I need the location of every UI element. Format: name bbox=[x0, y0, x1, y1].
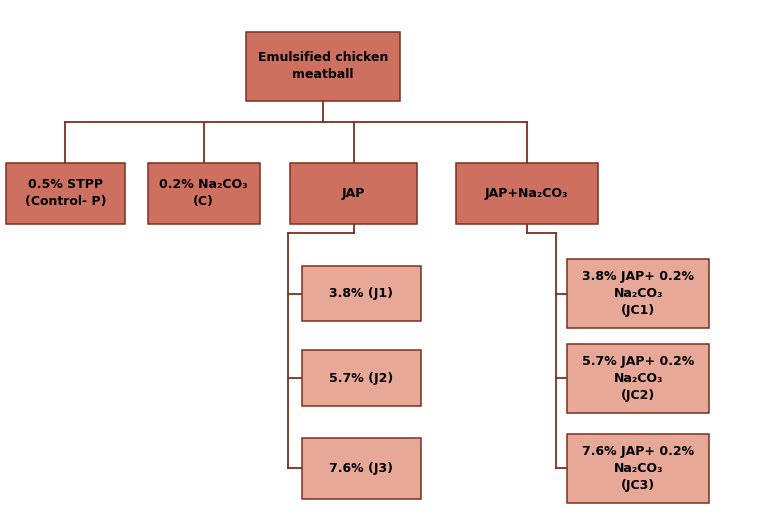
Text: 0.5% STPP
(Control- P): 0.5% STPP (Control- P) bbox=[25, 178, 106, 208]
FancyBboxPatch shape bbox=[148, 163, 260, 223]
FancyBboxPatch shape bbox=[455, 163, 598, 223]
FancyBboxPatch shape bbox=[246, 32, 400, 101]
FancyBboxPatch shape bbox=[291, 163, 417, 223]
Text: 3.8% JAP+ 0.2%
Na₂CO₃
(JC1): 3.8% JAP+ 0.2% Na₂CO₃ (JC1) bbox=[582, 270, 694, 317]
FancyBboxPatch shape bbox=[6, 163, 125, 223]
Text: Emulsified chicken
meatball: Emulsified chicken meatball bbox=[258, 51, 388, 81]
Text: JAP+Na₂CO₃: JAP+Na₂CO₃ bbox=[485, 187, 568, 199]
FancyBboxPatch shape bbox=[567, 344, 709, 413]
FancyBboxPatch shape bbox=[301, 266, 421, 321]
Text: 5.7% (J2): 5.7% (J2) bbox=[329, 372, 394, 385]
Text: 7.6% (J3): 7.6% (J3) bbox=[329, 462, 394, 475]
Text: 7.6% JAP+ 0.2%
Na₂CO₃
(JC3): 7.6% JAP+ 0.2% Na₂CO₃ (JC3) bbox=[582, 445, 694, 491]
FancyBboxPatch shape bbox=[301, 350, 421, 406]
Text: JAP: JAP bbox=[342, 187, 365, 199]
Text: 0.2% Na₂CO₃
(C): 0.2% Na₂CO₃ (C) bbox=[159, 178, 248, 208]
Text: 5.7% JAP+ 0.2%
Na₂CO₃
(JC2): 5.7% JAP+ 0.2% Na₂CO₃ (JC2) bbox=[582, 355, 694, 402]
FancyBboxPatch shape bbox=[567, 434, 709, 503]
FancyBboxPatch shape bbox=[301, 438, 421, 498]
FancyBboxPatch shape bbox=[567, 259, 709, 328]
Text: 3.8% (J1): 3.8% (J1) bbox=[329, 287, 394, 300]
